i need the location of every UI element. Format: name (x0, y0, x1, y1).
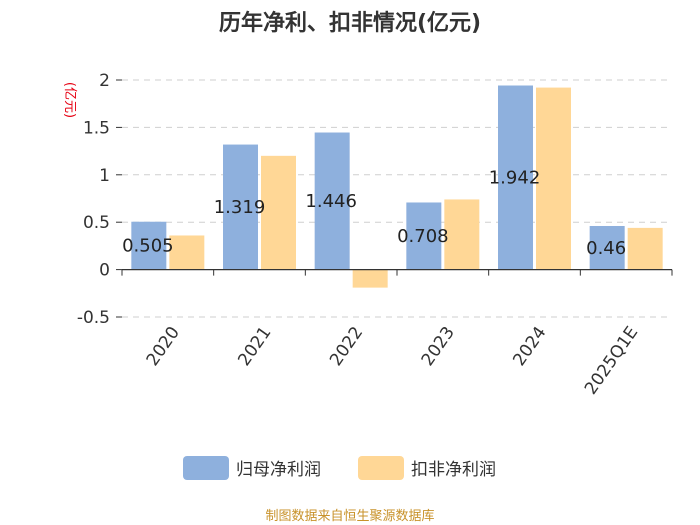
y-tick-label: 1 (99, 166, 110, 186)
y-tick-label: 1.5 (83, 118, 110, 138)
data-labels: 0.505 1.319 1.446 0.708 1.942 0.46 (122, 168, 626, 259)
bar-series-2-2021[interactable] (261, 155, 296, 270)
chart-title: 历年净利、扣非情况(亿元) (219, 10, 481, 36)
source-note: 制图数据来自恒生聚源数据库 (265, 508, 434, 524)
data-label: 1.319 (214, 197, 266, 218)
x-tick-label: 2020 (143, 323, 184, 370)
gridlines (122, 79, 672, 318)
bar-series-2-2022[interactable] (352, 269, 388, 288)
data-label: 0.708 (397, 226, 449, 247)
y-axis-ticks: -0.5 0 0.5 1 1.5 2 (77, 71, 122, 328)
legend-label-series-1[interactable]: 归母净利润 (236, 460, 321, 480)
x-axis-ticks: 2020 2021 2022 2023 2024 2025Q1E (143, 323, 643, 399)
bars (131, 85, 663, 288)
y-tick-label: 2 (99, 71, 110, 91)
x-tick-label: 2022 (326, 323, 367, 370)
bar-series-1-2024[interactable] (498, 85, 533, 270)
bar-series-2-2024[interactable] (536, 87, 571, 270)
bar-series-1-2021[interactable] (223, 144, 258, 270)
x-tick-label: 2025Q1E (581, 323, 642, 399)
bar-series-1-2023[interactable] (406, 202, 442, 270)
y-tick-label: -0.5 (77, 308, 110, 328)
data-label: 0.46 (586, 238, 626, 259)
bar-series-2-2023[interactable] (444, 199, 480, 270)
legend-swatch-series-1[interactable] (183, 456, 229, 480)
bar-series-2-2020[interactable] (169, 235, 205, 270)
bar-series-2-2025Q1E[interactable] (627, 227, 663, 270)
y-tick-label: 0 (99, 261, 110, 281)
data-label: 0.505 (122, 236, 174, 257)
y-axis-label: (亿元) (62, 82, 77, 118)
x-tick-label: 2021 (234, 323, 275, 370)
x-tick-label: 2024 (509, 323, 550, 370)
legend: 归母净利润 扣非净利润 (183, 456, 496, 480)
bar-series-1-2022[interactable] (314, 132, 350, 270)
x-axis (121, 269, 673, 276)
x-tick-label: 2023 (418, 323, 459, 370)
legend-swatch-series-2[interactable] (358, 456, 404, 480)
y-tick-label: 0.5 (83, 213, 110, 233)
legend-label-series-2[interactable]: 扣非净利润 (411, 460, 496, 480)
data-label: 1.446 (305, 191, 357, 212)
data-label: 1.942 (489, 168, 541, 189)
bar-series-1-2025Q1E[interactable] (589, 225, 625, 270)
bar-series-1-2020[interactable] (131, 221, 167, 270)
